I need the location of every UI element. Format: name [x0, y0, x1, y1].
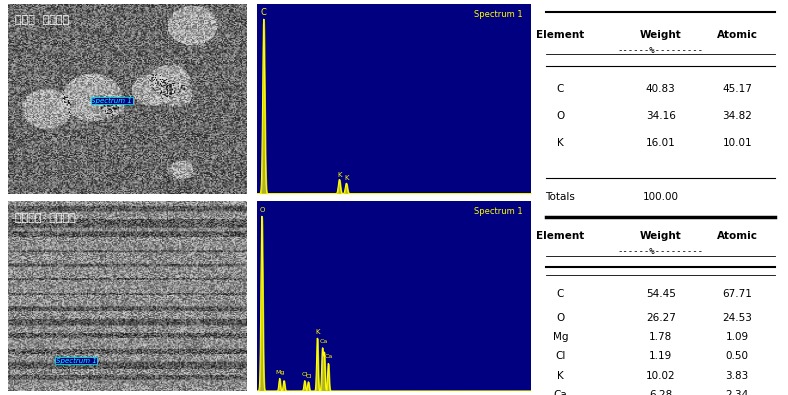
Text: 24.53: 24.53 [722, 312, 752, 322]
Text: 1.19: 1.19 [649, 351, 672, 361]
Text: Ca: Ca [324, 354, 333, 359]
Text: 100.00: 100.00 [643, 192, 678, 203]
Text: Atomic: Atomic [716, 231, 757, 241]
Text: Ca: Ca [319, 339, 328, 344]
Text: Mg: Mg [275, 370, 284, 375]
Text: ------%---------: ------%--------- [618, 46, 704, 55]
Text: ------%---------: ------%--------- [618, 247, 704, 256]
Text: 67.71: 67.71 [722, 289, 752, 299]
Text: C: C [261, 8, 266, 17]
Text: K: K [557, 371, 563, 380]
Text: Totals: Totals [545, 192, 575, 203]
Text: 10.02: 10.02 [646, 371, 675, 380]
Text: Full Scale 1000 cts Cursor: 11.204 (0 cts): Full Scale 1000 cts Cursor: 11.204 (0 ct… [262, 205, 391, 210]
Text: Element: Element [537, 231, 585, 241]
Text: Atomic: Atomic [716, 30, 757, 40]
Text: 3.83: 3.83 [726, 371, 749, 380]
Text: C: C [557, 84, 564, 94]
Text: C: C [557, 289, 564, 299]
Text: 0.50: 0.50 [726, 351, 749, 361]
Text: Ca: Ca [553, 390, 567, 395]
Text: Spectrum 1: Spectrum 1 [474, 9, 523, 19]
Text: 10.01: 10.01 [723, 138, 752, 148]
Text: Weight: Weight [640, 30, 682, 40]
Text: K: K [557, 138, 563, 148]
Text: 34.16: 34.16 [646, 111, 675, 121]
Text: Spectrum 1: Spectrum 1 [91, 98, 132, 103]
Text: Cl: Cl [302, 372, 308, 377]
Text: O: O [259, 207, 265, 213]
Text: Cl: Cl [556, 351, 566, 361]
Text: Cl: Cl [305, 374, 311, 379]
Text: O: O [556, 312, 564, 322]
Text: 40.83: 40.83 [646, 84, 675, 94]
Text: 54.45: 54.45 [646, 289, 675, 299]
Text: 2.34: 2.34 [726, 390, 749, 395]
Text: 전기가열  제조장치: 전기가열 제조장치 [15, 213, 76, 223]
Text: 34.82: 34.82 [722, 111, 752, 121]
Text: K: K [344, 175, 348, 181]
Text: 드럼형  제조장치: 드럼형 제조장치 [15, 15, 69, 25]
Text: Mg: Mg [552, 332, 568, 342]
Text: Element: Element [537, 30, 585, 40]
Text: 26.27: 26.27 [646, 312, 675, 322]
Text: 16.01: 16.01 [646, 138, 675, 148]
Text: K: K [337, 171, 341, 178]
Text: 6.28: 6.28 [649, 390, 672, 395]
Text: 1.78: 1.78 [649, 332, 672, 342]
Text: Spectrum 1: Spectrum 1 [56, 357, 96, 363]
Text: Spectrum 1: Spectrum 1 [474, 207, 523, 216]
Text: O: O [556, 111, 564, 121]
Text: 45.17: 45.17 [722, 84, 752, 94]
Text: 1.09: 1.09 [726, 332, 749, 342]
Text: K: K [315, 329, 320, 335]
Text: Weight: Weight [640, 231, 682, 241]
Text: keV: keV [504, 204, 518, 210]
